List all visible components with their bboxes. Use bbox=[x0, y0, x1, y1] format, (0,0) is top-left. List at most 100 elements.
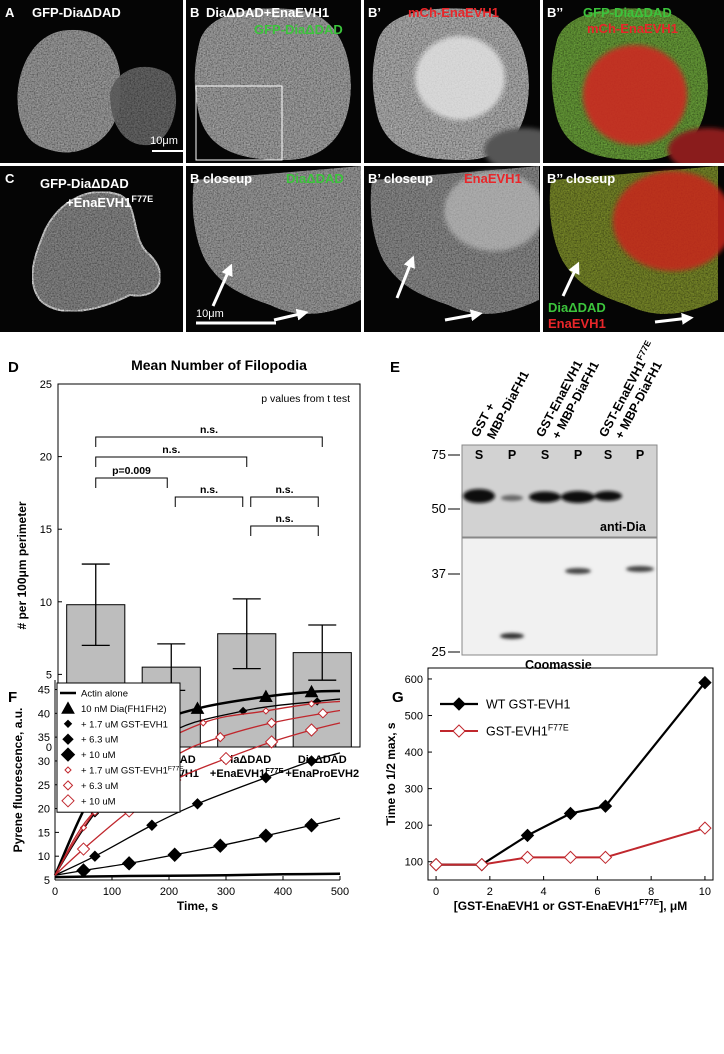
panel-letter: A bbox=[5, 5, 15, 20]
micrograph-b: B DiaΔDAD+EnaEVH1 GFP-DiaΔDAD bbox=[186, 0, 361, 163]
arrow bbox=[654, 312, 694, 325]
chart-title: Mean Number of Filopodia bbox=[131, 357, 307, 373]
comparison-bracket bbox=[95, 477, 168, 488]
cell bbox=[31, 190, 162, 313]
cell-center bbox=[444, 171, 540, 251]
marker bbox=[191, 798, 204, 810]
series-line bbox=[54, 872, 341, 879]
mw-marker: 50 bbox=[432, 501, 446, 516]
y-tick-label: 0 bbox=[46, 742, 52, 754]
legend-marker bbox=[60, 747, 76, 762]
channel-label: DiaΔDAD bbox=[286, 171, 344, 186]
series-line bbox=[436, 827, 706, 866]
plot-frame bbox=[57, 383, 361, 748]
marker bbox=[121, 856, 137, 871]
panel-title: GFP-DiaΔDAD bbox=[40, 176, 129, 191]
x-tick-label-part: +EnaEVH1 bbox=[210, 768, 265, 780]
marker bbox=[598, 799, 613, 813]
x-tick-label: +EnaEVH1F77E bbox=[210, 766, 284, 781]
comparison-bracket bbox=[250, 525, 319, 536]
legend-label: + 1.7 uM GST-EVH1F77E bbox=[81, 765, 184, 777]
cell bbox=[668, 128, 724, 163]
marker bbox=[317, 708, 329, 719]
x-axis-label-part: [GST-EnaEVH1 or GST-EnaEVH1 bbox=[454, 899, 640, 913]
legend-label: + 1.7 uM GST-EVH1 bbox=[81, 719, 168, 730]
marker bbox=[167, 847, 182, 862]
marker bbox=[307, 700, 316, 708]
comparison-label: n.s. bbox=[275, 513, 293, 525]
blot-label: anti-Dia bbox=[600, 520, 647, 534]
panel-title-part: +EnaEVH1 bbox=[66, 195, 131, 210]
x-axis-label: Time, s bbox=[177, 899, 218, 913]
closeup-box bbox=[195, 85, 283, 161]
marker bbox=[258, 828, 274, 843]
legend-marker bbox=[61, 701, 75, 714]
marker bbox=[429, 857, 443, 872]
mw-marker: 25 bbox=[432, 644, 446, 659]
scale-bar-label: 10μm bbox=[150, 135, 178, 147]
marker bbox=[260, 771, 272, 784]
y-tick-label: 5 bbox=[44, 875, 50, 887]
x-tick-label: +EnaProEVH2 bbox=[285, 768, 359, 780]
marker bbox=[264, 735, 279, 749]
legend-label-part: GST-EVH1 bbox=[486, 725, 548, 739]
x-tick-label: DiaΔDAD bbox=[222, 754, 271, 766]
cell-center bbox=[415, 36, 505, 120]
micrograph-b-prime-closeup: B’ closeup EnaEVH1 bbox=[364, 166, 540, 332]
y-tick-label: 100 bbox=[405, 857, 423, 869]
lane-label: P bbox=[636, 448, 644, 462]
band bbox=[500, 633, 524, 639]
cell bbox=[110, 66, 177, 146]
y-axis-label: # per 100μm perimeter bbox=[15, 501, 29, 629]
y-tick-label: 45 bbox=[38, 685, 50, 697]
x-tick-label: 300 bbox=[217, 886, 235, 898]
marker bbox=[520, 850, 535, 865]
micrograph-b-prime: B’ mCh-EnaEVH1 bbox=[364, 0, 540, 163]
lane-label: S bbox=[541, 448, 549, 462]
x-tick-label: 6 bbox=[594, 886, 600, 898]
y-tick-label: 400 bbox=[405, 747, 423, 759]
marker bbox=[215, 731, 226, 743]
channel-label: GFP-DiaΔDAD bbox=[254, 22, 343, 37]
legend-label: + 6.3 uM bbox=[81, 735, 118, 746]
channel-label: mCh-EnaEVH1 bbox=[587, 21, 678, 36]
panel-letter: E bbox=[390, 359, 400, 376]
x-tick-label: 2 bbox=[487, 886, 493, 898]
arrow bbox=[444, 309, 483, 322]
mw-marker: 37 bbox=[432, 566, 446, 581]
comparison-label: n.s. bbox=[200, 424, 218, 436]
western-blot bbox=[461, 444, 658, 538]
marker bbox=[262, 707, 270, 715]
legend-label: WT GST-EVH1 bbox=[486, 698, 571, 712]
legend-label-superscript: F77E bbox=[168, 765, 184, 772]
band bbox=[626, 566, 654, 572]
micrograph-b-closeup: B closeup DiaΔDAD 10μm bbox=[186, 166, 361, 332]
x-tick-label: 0 bbox=[433, 886, 439, 898]
legend-marker bbox=[64, 766, 72, 774]
comparison-label: n.s. bbox=[200, 484, 218, 496]
channel-label: EnaEVH1 bbox=[548, 316, 606, 331]
legend-label: 10 nM Dia(FH1FH2) bbox=[81, 704, 167, 715]
marker bbox=[305, 755, 318, 767]
marker bbox=[563, 850, 578, 865]
scale-bar-label: 10μm bbox=[196, 308, 224, 320]
marker bbox=[146, 819, 158, 831]
x-tick-label: 4 bbox=[541, 886, 547, 898]
marker bbox=[259, 689, 273, 702]
marker bbox=[213, 838, 228, 853]
mw-marker: 75 bbox=[432, 447, 446, 462]
y-tick-label: 15 bbox=[38, 827, 50, 839]
legend-box bbox=[56, 682, 181, 813]
marker bbox=[190, 701, 205, 714]
arrow bbox=[273, 308, 309, 322]
panel-title-superscript: F77E bbox=[131, 194, 153, 204]
arrow bbox=[211, 263, 233, 307]
micrograph-b-double-prime-closeup: B’’ closeup DiaΔDAD EnaEVH1 bbox=[543, 166, 724, 332]
y-tick-label: 10 bbox=[38, 851, 50, 863]
arrow bbox=[561, 261, 580, 297]
panel-letter: B’ bbox=[368, 5, 381, 20]
band bbox=[594, 491, 622, 501]
band bbox=[501, 495, 523, 501]
marker bbox=[89, 850, 101, 862]
